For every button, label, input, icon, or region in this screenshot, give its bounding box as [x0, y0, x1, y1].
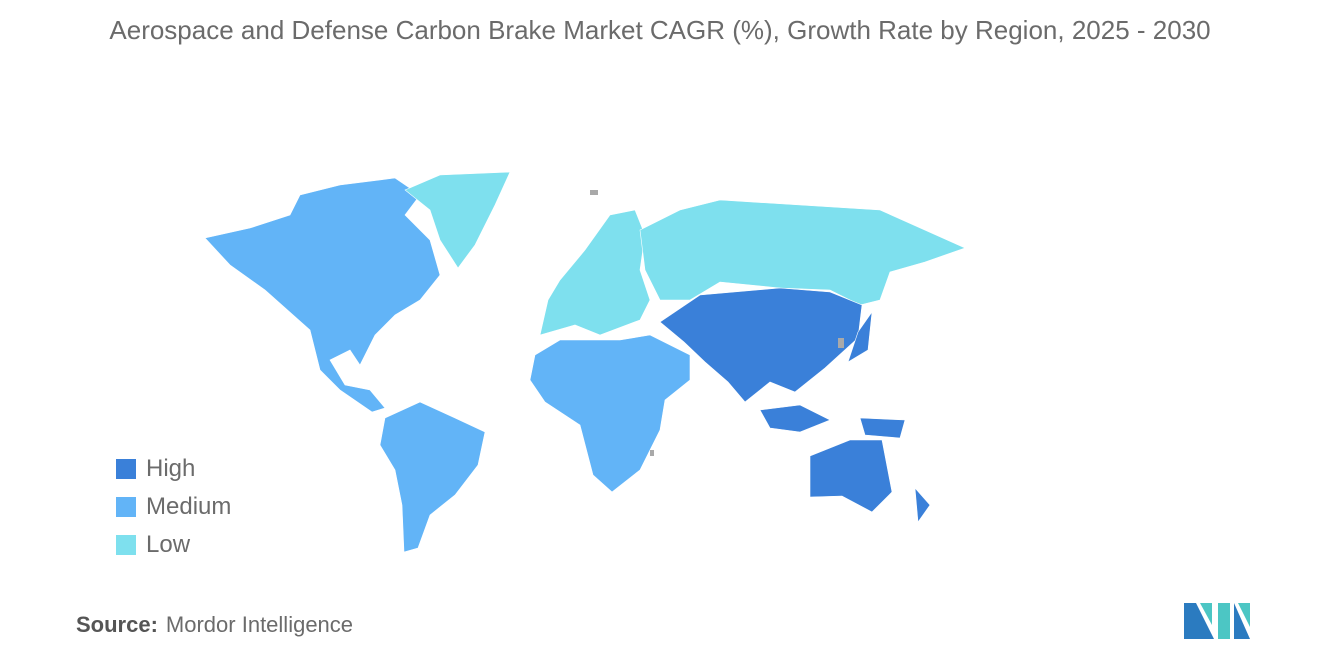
source-value: Mordor Intelligence — [165, 612, 354, 637]
region-middle-east-and-africa — [529, 334, 691, 493]
chart-title: Aerospace and Defense Carbon Brake Marke… — [109, 15, 1211, 45]
region-shape — [809, 439, 893, 513]
region-australia-and-new-zealand — [809, 439, 931, 523]
legend-item-high: High — [116, 450, 231, 488]
no-data-region — [590, 190, 598, 195]
source-label: Source: — [76, 612, 158, 637]
legend-label: Medium — [146, 493, 232, 520]
region-north-america — [204, 177, 441, 413]
region-shape — [379, 401, 486, 553]
region-asia-pacific — [659, 287, 906, 439]
region-shape — [529, 334, 691, 493]
region-shape — [914, 487, 931, 523]
legend-item-low: Low — [116, 526, 231, 564]
legend-swatch-medium — [116, 497, 136, 517]
region-shape — [539, 209, 651, 336]
legend-swatch-high — [116, 459, 136, 479]
region-shape — [759, 404, 831, 433]
legend-label: Low — [146, 531, 191, 558]
region-shape — [404, 171, 511, 269]
source-note: Source: Mordor Intelligence — [76, 612, 353, 638]
no-data-region — [650, 450, 654, 456]
region-shape — [204, 177, 441, 413]
legend-label: High — [146, 455, 196, 482]
region-shape — [639, 199, 966, 306]
region-shape — [847, 310, 873, 363]
legend-swatch-low — [116, 535, 136, 555]
region-shape — [659, 287, 863, 403]
region-europe — [539, 209, 651, 336]
legend: High Medium Low — [116, 450, 231, 564]
no-data-region — [838, 338, 844, 348]
mordor-intelligence-logo — [1184, 603, 1250, 639]
region-russia — [639, 199, 966, 306]
legend-item-medium: Medium — [116, 488, 231, 526]
region-shape — [859, 417, 906, 439]
region-south-america — [379, 401, 486, 553]
region-greenland — [404, 171, 511, 269]
